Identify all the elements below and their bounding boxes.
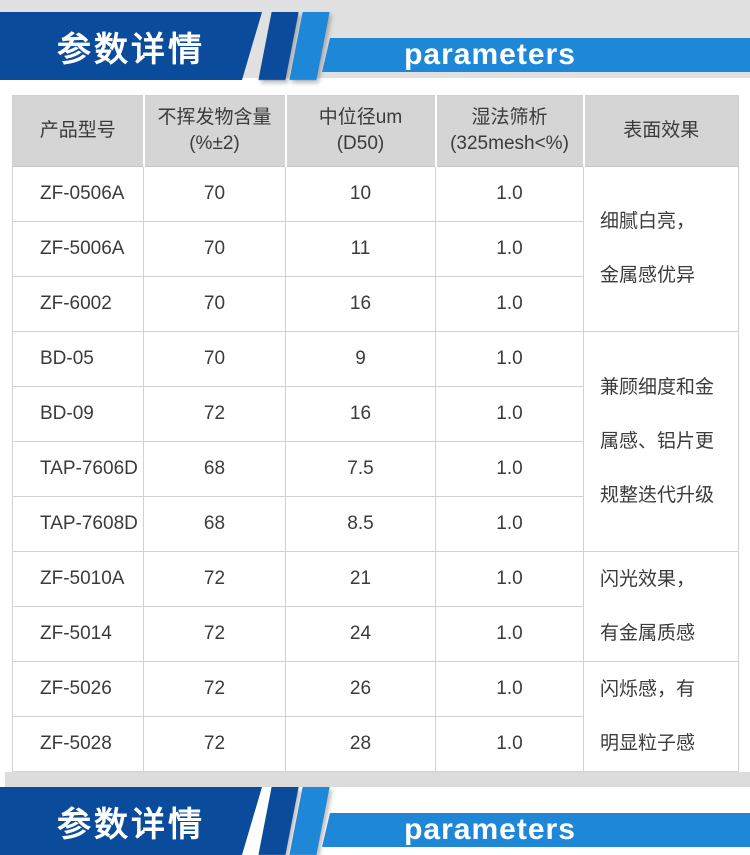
title-banner-dark-block: 参数详情 [0, 12, 262, 80]
cell-surface-effect: 闪烁感，有 明显粒子感 [583, 661, 739, 772]
header-surface-effect: 表面效果 [582, 95, 739, 167]
cell-mesh: 1.0 [435, 441, 584, 497]
bottom-gray-band [5, 772, 750, 787]
cell-nonvolatile: 70 [143, 276, 286, 332]
table-row: ZF-5014 72 24 1.0 [12, 606, 739, 662]
cell-nonvolatile: 68 [143, 441, 286, 497]
table-row: BD-09 72 16 1.0 [12, 386, 739, 442]
cell-model: ZF-5028 [12, 716, 144, 772]
cell-mesh: 1.0 [435, 661, 584, 717]
cell-mesh: 1.0 [435, 221, 584, 277]
cell-d50: 24 [285, 606, 436, 662]
cell-nonvolatile: 70 [143, 331, 286, 387]
cell-nonvolatile: 72 [143, 386, 286, 442]
cell-d50: 7.5 [285, 441, 436, 497]
cell-d50: 26 [285, 661, 436, 717]
table-row: BD-05 70 9 1.0 兼顾细度和金 属感、铝片更 规整迭代升级 [12, 331, 739, 552]
cell-model: BD-09 [12, 386, 144, 442]
cell-model: ZF-5006A [12, 221, 144, 277]
cell-nonvolatile: 72 [143, 606, 286, 662]
cell-nonvolatile: 68 [143, 496, 286, 552]
table-row: ZF-0506A 70 10 1.0 细腻白亮， 金属感优异 [12, 166, 739, 332]
parameters-table: 产品型号 不挥发物含量 (%±2) 中位径um (D50) 湿法筛析 (325m… [12, 95, 739, 772]
cell-d50: 9 [285, 331, 436, 387]
cell-surface-effect: 细腻白亮， 金属感优异 [583, 166, 739, 332]
page-title-cn: 参数详情 [57, 805, 205, 844]
cell-d50: 8.5 [285, 496, 436, 552]
cell-mesh: 1.0 [435, 386, 584, 442]
table-row: ZF-5026 72 26 1.0 闪烁感，有 明显粒子感 [12, 661, 739, 772]
cell-surface-effect: 闪光效果， 有金属质感 [583, 551, 739, 662]
cell-nonvolatile: 70 [143, 166, 286, 222]
cell-d50: 16 [285, 386, 436, 442]
cell-d50: 10 [285, 166, 436, 222]
cell-model: ZF-5014 [12, 606, 144, 662]
title-banner-dark-block: 参数详情 [0, 787, 262, 855]
cell-model: TAP-7606D [12, 441, 144, 497]
cell-mesh: 1.0 [435, 166, 584, 222]
table-row: ZF-5010A 72 21 1.0 闪光效果， 有金属质感 [12, 551, 739, 662]
header-product-model: 产品型号 [12, 95, 144, 167]
header-wet-sieve: 湿法筛析 (325mesh<%) [434, 95, 584, 167]
cell-mesh: 1.0 [435, 496, 584, 552]
cell-mesh: 1.0 [435, 551, 584, 607]
table-row: ZF-5028 72 28 1.0 [12, 716, 739, 772]
header-nonvolatile-content: 不挥发物含量 (%±2) [142, 95, 286, 167]
cell-mesh: 1.0 [435, 716, 584, 772]
cell-mesh: 1.0 [435, 276, 584, 332]
cell-mesh: 1.0 [435, 606, 584, 662]
cell-surface-effect: 兼顾细度和金 属感、铝片更 规整迭代升级 [583, 331, 739, 552]
table-row: ZF-5006A 70 11 1.0 [12, 221, 739, 277]
cell-d50: 21 [285, 551, 436, 607]
page-title-cn: 参数详情 [57, 30, 205, 69]
cell-model: ZF-5026 [12, 661, 144, 717]
cell-model: BD-05 [12, 331, 144, 387]
page-title-en: parameters [404, 38, 576, 71]
cell-model: ZF-6002 [12, 276, 144, 332]
table-row: ZF-6002 70 16 1.0 [12, 276, 739, 332]
next-section-banner: 参数详情 parameters [0, 787, 750, 855]
header-median-diameter: 中位径um (D50) [284, 95, 436, 167]
title-banner-light-block: parameters [322, 813, 750, 847]
cell-d50: 28 [285, 716, 436, 772]
header-row: 产品型号 不挥发物含量 (%±2) 中位径um (D50) 湿法筛析 (325m… [12, 95, 739, 167]
cell-mesh: 1.0 [435, 331, 584, 387]
cell-model: ZF-5010A [12, 551, 144, 607]
cell-nonvolatile: 72 [143, 716, 286, 772]
cell-model: TAP-7608D [12, 496, 144, 552]
cell-d50: 11 [285, 221, 436, 277]
page-title-en: parameters [404, 813, 576, 846]
title-banner: 参数详情 parameters [0, 12, 750, 80]
cell-model: ZF-0506A [12, 166, 144, 222]
title-banner-light-block: parameters [322, 38, 750, 72]
table-row: TAP-7606D 68 7.5 1.0 [12, 441, 739, 497]
cell-nonvolatile: 70 [143, 221, 286, 277]
cell-nonvolatile: 72 [143, 551, 286, 607]
cell-d50: 16 [285, 276, 436, 332]
cell-nonvolatile: 72 [143, 661, 286, 717]
